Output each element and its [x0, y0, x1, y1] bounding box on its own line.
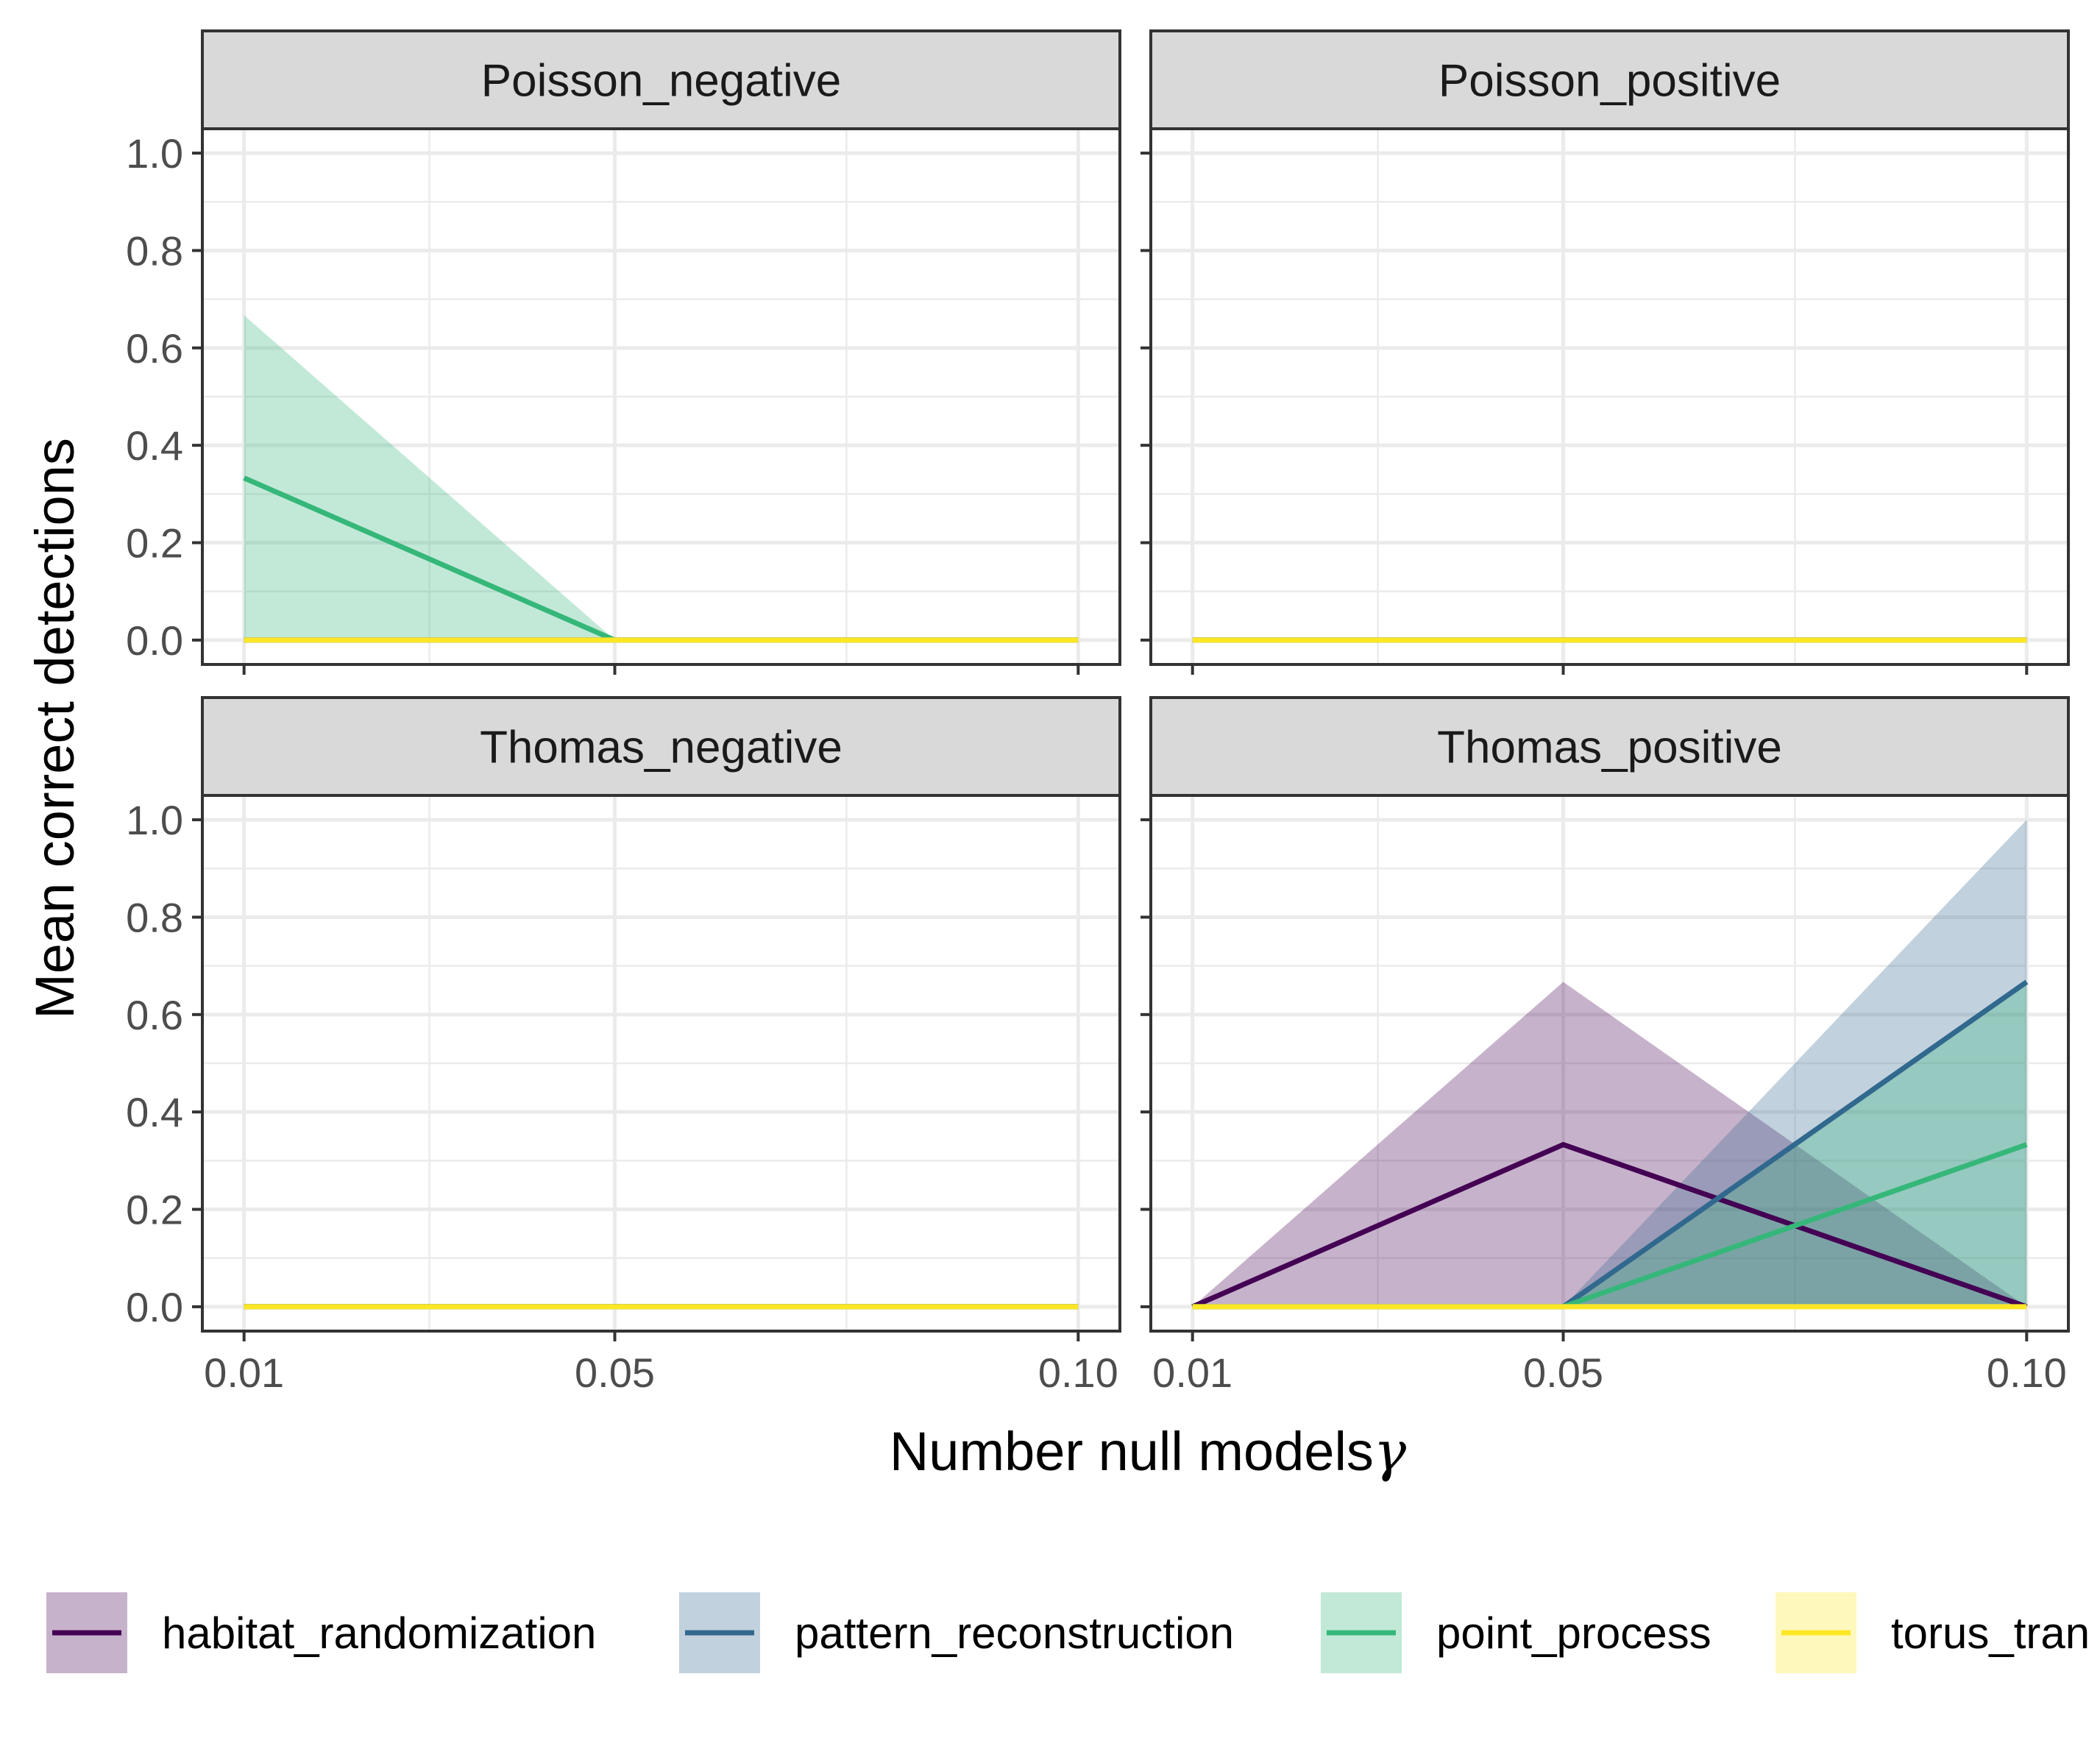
- legend-label: torus_tran: [1891, 1608, 2090, 1658]
- strip-background: [201, 696, 1121, 797]
- panel-border: [201, 127, 1121, 666]
- legend-label: pattern_reconstruction: [795, 1608, 1234, 1658]
- strip-background: [201, 29, 1121, 130]
- y-tick-label: 0.6: [126, 325, 183, 372]
- facet-panels: Poisson_negative0.00.20.40.60.81.0Poisso…: [126, 29, 2070, 1396]
- y-tick-label: 0.2: [126, 520, 183, 567]
- y-tick-label: 0.4: [126, 422, 183, 469]
- strip-label: Thomas_positive: [1437, 723, 1782, 773]
- panel-thomas-negative: Thomas_negative 0.0 0.2 0.4 0.6 0.8 1.0 0.01 0.0…: [126, 696, 1121, 1396]
- strip-background: [1149, 696, 2070, 797]
- x-tick-label: 0.01: [204, 1349, 284, 1396]
- x-tick-label: 0.05: [575, 1349, 655, 1396]
- y-tick-label: 0.2: [126, 1187, 183, 1233]
- series-line-habitat-randomization: [1191, 1142, 2028, 1310]
- y-axis-title: Mean correct detections: [24, 438, 85, 1019]
- legend-item-pattern-reconstruction: pattern_reconstruction: [679, 1592, 1234, 1673]
- y-tick-label: 0.0: [126, 1284, 183, 1330]
- panel-border: [1149, 127, 2070, 666]
- strip-background: [1149, 29, 2070, 130]
- ribbon-point-process: [1192, 982, 2027, 1307]
- ribbon-habitat-randomization: [1192, 982, 2027, 1307]
- x-tick-label: 0.01: [1152, 1349, 1232, 1396]
- panel-poisson-negative: Poisson_negative 0.0 0.2 0.4 0.6 0.8 1.0: [126, 29, 1121, 675]
- y-tick-label: 0.4: [126, 1089, 183, 1135]
- legend-label: point_process: [1436, 1608, 1711, 1658]
- y-tick-label: 0.0: [126, 617, 183, 664]
- x-axis-title: Number null modelsγ: [890, 1420, 1407, 1483]
- y-tick-label: 0.6: [126, 992, 183, 1038]
- legend: habitat_randomization pattern_reconstruct…: [46, 1592, 2090, 1673]
- ribbon-pattern-reconstruction: [1192, 820, 2027, 1307]
- legend-item-point-process: point_process: [1321, 1592, 1711, 1673]
- strip-label: Poisson_positive: [1439, 56, 1781, 107]
- strip-label: Poisson_negative: [481, 56, 841, 107]
- x-tick-label: 0.10: [1987, 1349, 2067, 1396]
- ribbon-point-process: [244, 315, 1079, 640]
- panel-thomas-positive: Thomas_positive 0.01 0.05 0.10: [1141, 696, 2070, 1396]
- x-tick-label: 0.05: [1523, 1349, 1603, 1396]
- panel-border: [1149, 794, 2070, 1333]
- legend-item-torus-translation: torus_tran: [1776, 1592, 2090, 1673]
- y-tick-label: 0.8: [126, 227, 183, 274]
- y-tick-label: 1.0: [126, 797, 183, 843]
- panel-poisson-positive: Poisson_positive: [1141, 29, 2070, 675]
- panel-border: [201, 794, 1121, 1333]
- y-tick-label: 1.0: [126, 130, 183, 177]
- y-tick-label: 0.8: [126, 894, 183, 940]
- x-tick-label: 0.10: [1038, 1349, 1118, 1396]
- strip-label: Thomas_negative: [480, 723, 843, 773]
- legend-item-habitat-randomization: habitat_randomization: [46, 1592, 596, 1673]
- legend-label: habitat_randomization: [162, 1608, 596, 1658]
